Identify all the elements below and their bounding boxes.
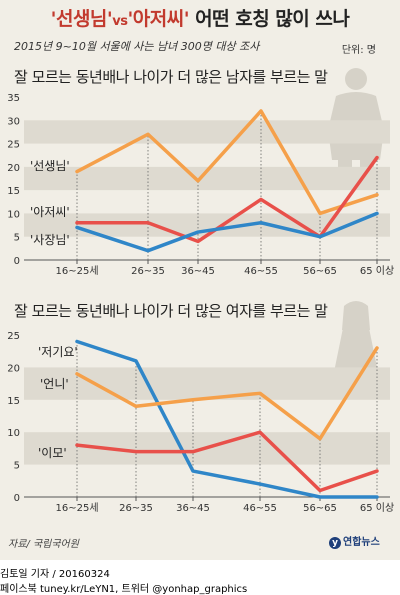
x-tick-label: 36~45 [176, 503, 210, 514]
data-point [375, 469, 379, 473]
data-point [318, 489, 322, 492]
y-tick-label: 20 [7, 163, 20, 174]
data-point [146, 221, 150, 224]
y-tick-label: 0 [14, 256, 20, 267]
woman-silhouette-icon [334, 301, 378, 386]
data-point [146, 133, 150, 136]
y-tick-label: 15 [7, 186, 20, 197]
data-point [259, 221, 263, 224]
series-label: '언니' [40, 377, 69, 391]
data-point [375, 212, 379, 215]
y-tick-label: 15 [7, 396, 20, 407]
x-tick-label: 16~25세 [55, 502, 98, 514]
series-line [75, 346, 379, 441]
data-point [258, 482, 262, 486]
chart-men: 0 5 10 15 20 25 30 35 16~25세 26~35 36~45 46~55 56~65… [7, 93, 394, 277]
panel-title-women: 잘 모르는 동년배나 나이가 더 많은 여자를 부르는 말 [14, 302, 328, 320]
data-point [191, 398, 195, 401]
data-point [375, 346, 379, 350]
data-point [196, 240, 200, 243]
data-point [318, 495, 322, 499]
y-tick-label: 20 [7, 363, 20, 374]
grid-band [24, 120, 390, 144]
y-tick-label: 5 [14, 233, 20, 244]
x-tick-label: 26~35 [131, 266, 165, 277]
series-line [75, 430, 379, 493]
series-line [75, 339, 379, 499]
x-tick-label: 26~35 [119, 503, 153, 514]
series-label: '사장님' [30, 233, 70, 247]
data-point [75, 340, 79, 343]
title-term-mister: '아저씨' [127, 8, 190, 30]
infographic-frame [0, 0, 400, 560]
data-point [259, 109, 263, 113]
x-tick-label: 65 이상 [360, 265, 394, 277]
chart-canvas: 0 5 10 15 20 25 30 35 16~25세 26~35 36~45 46~55 56~65… [7, 68, 394, 514]
credit-social: 페이스북 tuney.kr/LeYN1, 트위터 @yonhap_graphic… [0, 584, 248, 595]
title-vs: vs [112, 14, 128, 29]
source-note: 자료/ 국립국어원 [8, 539, 79, 550]
page-title: '선생님'vs'아저씨' 어떤 호칭 많이 쓰나 [0, 4, 400, 31]
data-point [191, 450, 195, 453]
series-label: '아저씨' [30, 205, 70, 219]
chart-women: 0 5 10 15 20 25 16~25세 26~35 36~45 46~55 56~65 65 이… [7, 331, 394, 514]
yonhap-logo-text: 연합뉴스 [343, 537, 380, 548]
credit-reporter: 김토일 기자 / 20160324 [0, 569, 110, 580]
data-point [134, 405, 138, 408]
series-label: '선생님' [30, 159, 70, 173]
data-point [196, 179, 200, 183]
title-term-teacher: '선생님' [50, 8, 113, 30]
y-tick-label: 35 [7, 93, 20, 104]
data-point [134, 359, 138, 363]
x-tick-label: 46~55 [244, 266, 278, 277]
data-point [375, 193, 379, 196]
data-point [75, 443, 79, 447]
y-tick-label: 5 [14, 461, 20, 472]
y-tick-label: 30 [7, 116, 20, 127]
x-tick-label: 65 이상 [360, 502, 394, 514]
data-point [258, 431, 262, 434]
data-point [75, 221, 79, 224]
series-label: '저기요' [38, 345, 78, 359]
x-tick-label: 56~65 [303, 503, 337, 514]
x-tick-label: 16~25세 [55, 265, 98, 277]
title-rest: 어떤 호칭 많이 쓰나 [189, 8, 350, 30]
series-label: '이모' [38, 446, 67, 460]
data-point [191, 469, 195, 473]
survey-subtitle: 2015년 9~10월 서울에 사는 남녀 300명 대상 조사 [14, 40, 260, 53]
data-point [375, 495, 379, 499]
y-tick-label: 10 [7, 209, 20, 220]
x-tick-label: 56~65 [303, 266, 337, 277]
data-point [318, 235, 322, 238]
y-tick-label: 25 [7, 140, 20, 151]
data-point [134, 450, 138, 453]
data-point [196, 230, 200, 234]
data-point [259, 198, 263, 201]
y-tick-label: 25 [7, 331, 20, 342]
data-point [318, 437, 322, 440]
data-point [75, 226, 79, 229]
series-line [75, 155, 379, 244]
data-point [146, 249, 150, 252]
yonhap-logo: y 연합뉴스 [329, 533, 380, 549]
data-point [375, 156, 379, 159]
x-tick-label: 46~55 [243, 503, 277, 514]
series-line [75, 109, 379, 216]
panel-title-men: 잘 모르는 동년배나 나이가 더 많은 남자를 부르는 말 [14, 68, 328, 86]
unit-label: 단위: 명 [341, 45, 376, 56]
y-tick-label: 0 [14, 493, 20, 504]
yonhap-logo-icon: y [329, 537, 341, 549]
y-tick-label: 10 [7, 428, 20, 439]
grid-band [24, 367, 390, 400]
data-point [318, 212, 322, 215]
data-point [258, 392, 262, 395]
series-line [75, 211, 379, 253]
x-tick-label: 36~45 [181, 266, 215, 277]
data-point [75, 372, 79, 376]
data-point [75, 170, 79, 173]
